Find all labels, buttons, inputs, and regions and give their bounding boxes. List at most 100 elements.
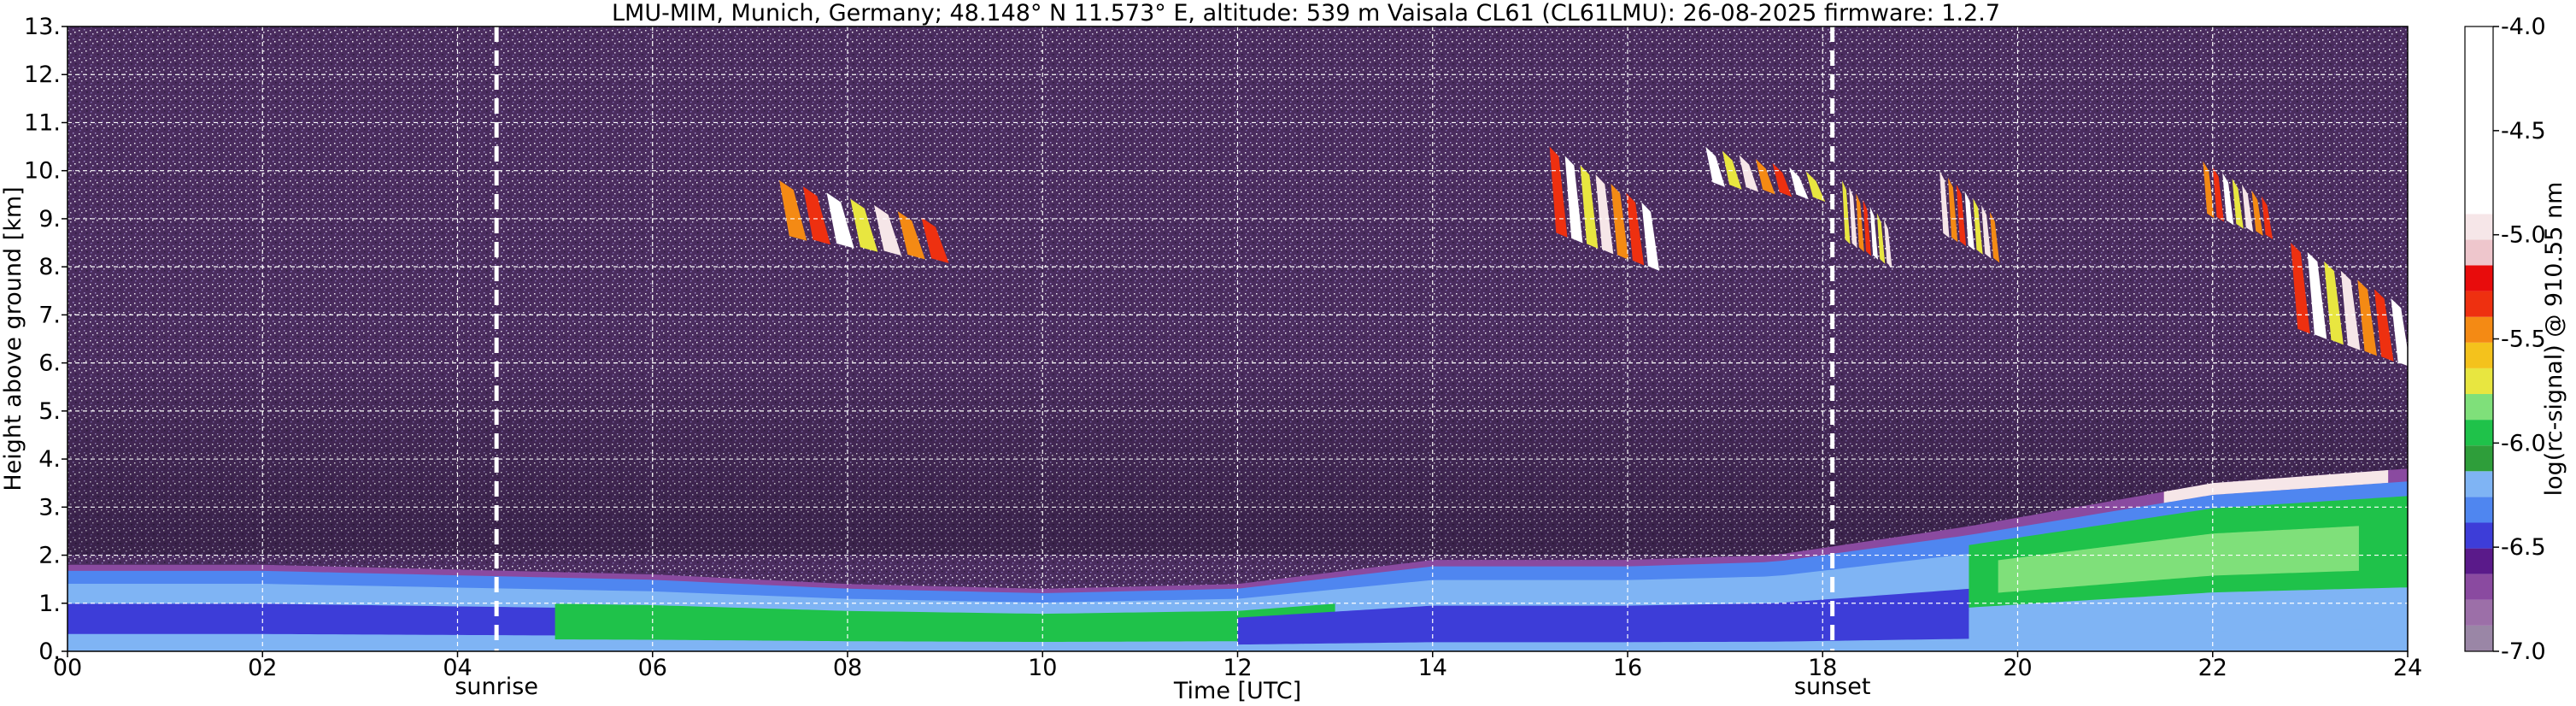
cirrus-streak — [1989, 211, 2000, 263]
cirrus-streak — [850, 198, 878, 252]
y-axis: 0. 1. 2. 3. 4. 5. 6. 7. 8. 9. 10. 11. 12. 13. — [24, 14, 67, 665]
y-tick-label: 6. — [38, 350, 61, 377]
cirrus-streak — [1705, 146, 1725, 187]
colorbar-tick-label: -6.0 — [2501, 430, 2546, 456]
y-tick-label: 11. — [24, 109, 61, 136]
cirrus-streak — [1611, 183, 1629, 260]
colorbar-segment — [2465, 342, 2493, 368]
cirrus-streak — [779, 179, 807, 241]
vertical-markers — [494, 26, 1835, 651]
colorbar-segment — [2465, 471, 2493, 497]
cirrus-streak — [2357, 279, 2378, 356]
marker-sunrise-label: sunrise — [455, 674, 538, 700]
cirrus-streak — [921, 217, 949, 263]
evening-light-green-band — [1998, 526, 2359, 593]
cirrus-streak — [1626, 192, 1645, 266]
colorbar-segment — [2465, 394, 2493, 421]
cirrus-streak — [2203, 161, 2215, 219]
colorbar-segment — [2465, 214, 2493, 240]
x-tick-label: 22 — [2198, 655, 2227, 681]
colorbar-segment — [2465, 368, 2493, 394]
colorbar-segment — [2465, 497, 2493, 523]
cirrus-streak — [1842, 179, 1851, 244]
x-tick-label: 06 — [638, 655, 667, 681]
colorbar-segment — [2465, 265, 2493, 291]
cirrus-streak — [2232, 178, 2244, 229]
cirrus-streak — [2307, 251, 2327, 339]
marker-sunset-label: sunset — [1794, 674, 1871, 700]
y-tick-label: 7. — [38, 302, 61, 328]
cirrus-streak — [2222, 173, 2234, 226]
cirrus-streak — [1964, 191, 1975, 250]
y-tick-label: 8. — [38, 254, 61, 280]
cirrus-streak — [1973, 197, 1983, 255]
colorbar: -7.0 -6.5 -6.0 -5.5 -5.0 -4.5 -4.0 — [2464, 14, 2546, 665]
x-tick-label: 18 — [1808, 655, 1837, 681]
cirrus-streak — [1939, 170, 1950, 238]
colorbar-segment — [2465, 599, 2493, 626]
x-tick-label: 14 — [1418, 655, 1447, 681]
y-tick-label: 4. — [38, 446, 61, 473]
boundary-layer-green-band — [555, 603, 1335, 643]
cirrus-streak — [1564, 156, 1583, 244]
y-tick-label: 0. — [38, 638, 61, 665]
colorbar-segment — [2465, 548, 2493, 574]
colorbar-tick-label: -7.0 — [2501, 638, 2546, 665]
colorbar-tick-label: -5.5 — [2501, 327, 2546, 353]
cirrus-streak — [897, 211, 925, 260]
chart-title: LMU-MIM, Munich, Germany; 48.148° N 11.5… — [612, 0, 2000, 26]
colorbar-segment — [2465, 625, 2493, 651]
cirrus-streak — [1849, 186, 1857, 249]
colorbar-segment — [2465, 291, 2493, 317]
cirrus-streak — [2324, 261, 2344, 345]
x-tick-label: 02 — [248, 655, 277, 681]
colorbar-segment — [2465, 445, 2493, 472]
colorbar-segment — [2465, 316, 2493, 343]
cirrus-streak — [1722, 150, 1742, 190]
cirrus-streak — [2261, 196, 2274, 239]
colorbar-tick-label: -4.5 — [2501, 118, 2546, 144]
y-tick-label: 5. — [38, 398, 61, 425]
colorbar-segment — [2465, 239, 2493, 266]
y-tick-label: 9. — [38, 206, 61, 232]
y-tick-label: 13. — [24, 14, 61, 40]
cirrus-streak — [1805, 171, 1826, 203]
cirrus-streak — [1580, 165, 1599, 249]
cirrus-streak — [1947, 177, 1958, 243]
x-tick-label: 20 — [2003, 655, 2032, 681]
cirrus-streak — [1755, 159, 1775, 195]
evening-top-edge — [2163, 470, 2389, 503]
cirrus-streak — [2241, 184, 2254, 232]
cirrus-streak — [1739, 155, 1759, 192]
y-tick-label: 10. — [24, 158, 61, 185]
cirrus-streak — [2340, 270, 2361, 350]
colorbar-segment — [2465, 26, 2493, 215]
x-tick-label: 04 — [443, 655, 472, 681]
x-axis: sunrise sunset 00 02 04 06 08 10 12 14 16 18 20 22 24 — [53, 651, 2422, 700]
colorbar-tick-label: -6.5 — [2501, 534, 2546, 561]
y-tick-label: 3. — [38, 494, 61, 521]
colorbar-tick-label: -5.0 — [2501, 222, 2546, 249]
colorbar-segment — [2465, 574, 2493, 600]
y-tick-label: 2. — [38, 543, 61, 569]
cirrus-streak — [2212, 167, 2224, 222]
x-tick-label: 12 — [1223, 655, 1252, 681]
x-tick-label: 10 — [1028, 655, 1057, 681]
grid — [67, 26, 2408, 651]
cirrus-streak — [2391, 298, 2408, 367]
x-tick-label: 00 — [53, 655, 82, 681]
cirrus-streak — [1772, 162, 1793, 197]
cirrus-streak — [2251, 190, 2263, 236]
cirrus-streak — [2374, 289, 2394, 362]
x-axis-label: Time [UTC] — [1173, 678, 1301, 704]
y-tick-label: 12. — [24, 62, 61, 88]
cirrus-streak — [1789, 167, 1809, 200]
cirrus-streak — [2291, 243, 2310, 334]
cirrus-streak — [1856, 193, 1864, 252]
x-tick-label: 24 — [2393, 655, 2422, 681]
cirrus-streak — [1641, 202, 1660, 271]
colorbar-segment — [2465, 420, 2493, 446]
plot-area — [67, 26, 2409, 652]
cirrus-streak — [1549, 146, 1568, 238]
